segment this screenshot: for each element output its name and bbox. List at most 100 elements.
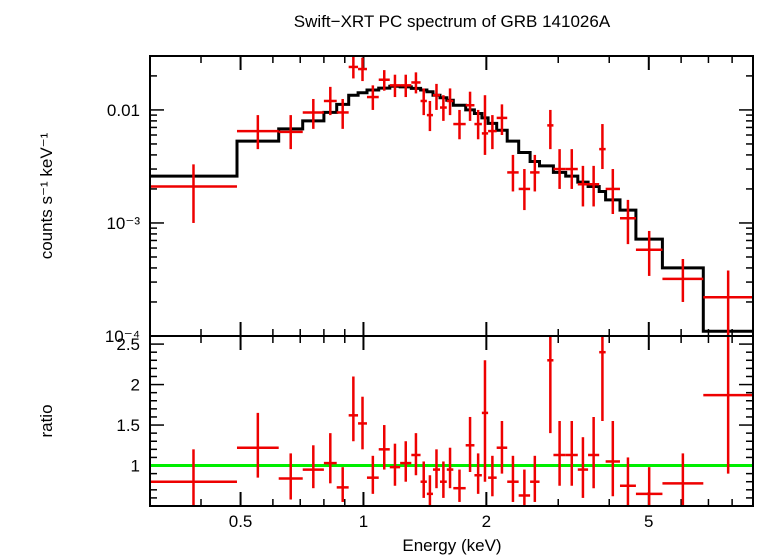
data-point	[411, 72, 421, 94]
ratio-y-tick-label: 1.5	[116, 416, 140, 435]
data-point	[465, 91, 475, 121]
ratio-data-points	[150, 336, 753, 506]
data-point	[348, 376, 359, 442]
data-point	[348, 56, 359, 79]
data-point	[577, 437, 589, 498]
data-point	[236, 115, 279, 150]
data-point	[553, 149, 566, 189]
data-point	[635, 230, 663, 276]
data-point	[605, 421, 620, 497]
data-point	[420, 461, 427, 498]
data-point	[565, 421, 578, 486]
data-point	[336, 98, 349, 129]
data-point	[440, 461, 447, 498]
spectrum-x-ticks	[200, 56, 754, 336]
spectrum-panel: 0.01 10⁻³ 10⁻⁴ counts s⁻¹ keV⁻¹	[37, 55, 754, 346]
data-point	[635, 467, 663, 506]
data-point	[432, 449, 441, 489]
data-point	[565, 149, 578, 189]
ratio-panel: 1 1.5 2 2.5 ratio	[37, 335, 754, 507]
x-tick-label: 1	[359, 512, 368, 531]
data-point	[474, 453, 482, 494]
data-point	[481, 360, 489, 482]
data-point	[358, 396, 367, 450]
data-point	[488, 115, 497, 150]
chart-title: Swift−XRT PC spectrum of GRB 141026A	[294, 12, 611, 31]
data-point	[378, 70, 390, 91]
spectrum-y-tick-label: 10⁻³	[106, 214, 140, 233]
data-point	[588, 165, 600, 207]
data-point	[703, 336, 753, 474]
data-point	[323, 433, 337, 484]
ratio-y-tick-label: 2	[131, 376, 140, 395]
data-point	[150, 164, 237, 223]
data-point	[507, 455, 519, 502]
data-point	[481, 95, 489, 155]
data-point	[432, 83, 441, 110]
x-tick-label: 0.5	[229, 512, 253, 531]
ratio-y-tick-label: 1	[131, 457, 140, 476]
data-point	[577, 165, 589, 207]
data-point	[389, 443, 401, 486]
ratio-y-ticks: 1 1.5 2 2.5	[116, 335, 753, 507]
data-point	[488, 455, 497, 497]
data-point	[453, 109, 466, 140]
spectrum-y-tick-label: 0.01	[107, 101, 140, 120]
data-point	[588, 416, 600, 489]
data-point	[599, 124, 606, 170]
x-tick-label: 5	[644, 512, 653, 531]
spectrum-plot-frame	[149, 55, 754, 337]
data-point	[420, 88, 427, 116]
ratio-y-axis-label: ratio	[37, 404, 56, 437]
spectrum-y-axis-label: counts s⁻¹ keV⁻¹	[37, 132, 56, 259]
x-tick-label: 2	[482, 512, 491, 531]
data-point	[278, 453, 303, 500]
data-point	[599, 336, 606, 421]
data-point	[518, 469, 531, 506]
ratio-y-tick-label: 2.5	[116, 335, 140, 354]
spectrum-y-ticks: 0.01 10⁻³ 10⁻⁴	[105, 55, 753, 346]
data-point	[426, 475, 433, 506]
data-point	[400, 441, 412, 482]
data-point	[619, 457, 636, 506]
data-point	[366, 455, 379, 494]
ratio-plot-frame	[149, 335, 754, 507]
spectrum-y-tick-label: 10⁻⁴	[105, 327, 140, 346]
data-point	[547, 336, 554, 434]
spectrum-data-points	[150, 56, 753, 336]
data-point	[278, 115, 303, 150]
data-point	[619, 199, 636, 245]
data-point	[411, 433, 421, 476]
x-axis-label: Energy (keV)	[402, 536, 501, 555]
data-point	[150, 449, 237, 506]
data-point	[530, 154, 540, 192]
data-point	[518, 169, 531, 211]
data-point	[453, 469, 466, 502]
data-point	[366, 85, 379, 110]
data-point	[530, 455, 540, 502]
data-point	[302, 445, 324, 489]
data-point	[496, 104, 508, 136]
data-point	[358, 57, 367, 82]
data-point	[446, 88, 454, 116]
data-point	[474, 109, 482, 140]
data-point	[703, 270, 753, 336]
data-point	[378, 425, 390, 470]
data-point	[236, 412, 279, 478]
data-point	[662, 453, 704, 506]
data-point	[507, 154, 519, 192]
data-point	[323, 86, 337, 116]
data-point	[553, 421, 566, 486]
data-point	[302, 98, 324, 129]
data-point	[440, 95, 447, 121]
data-point	[426, 100, 433, 132]
data-point	[336, 467, 349, 502]
model-step-line	[150, 84, 753, 333]
model-histogram	[150, 84, 753, 333]
data-point	[547, 109, 554, 150]
data-point	[446, 447, 454, 489]
data-point	[662, 258, 704, 302]
data-point	[465, 416, 475, 472]
data-point	[496, 421, 508, 474]
